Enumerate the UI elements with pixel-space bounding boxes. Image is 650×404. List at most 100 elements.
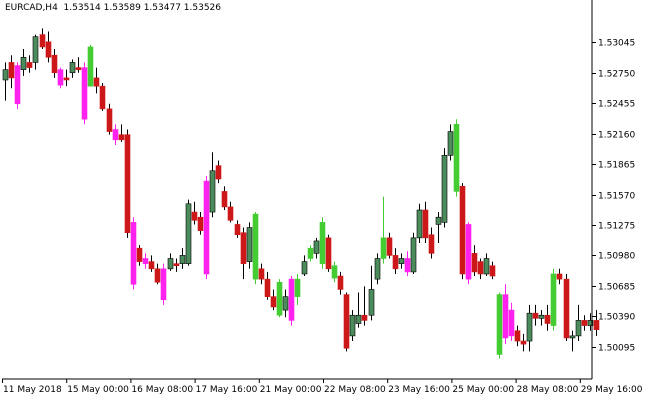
y-tick-label: 1.51570 <box>598 192 635 202</box>
candle-body <box>465 224 472 280</box>
candle-body <box>307 247 314 259</box>
candle <box>160 263 167 305</box>
candle-body <box>544 314 551 324</box>
candle-body <box>99 85 106 110</box>
candle-body <box>124 134 131 233</box>
candle <box>526 304 533 352</box>
candle <box>374 253 381 285</box>
candle <box>276 279 283 318</box>
candle <box>99 83 106 111</box>
candle-body <box>337 275 344 290</box>
y-tick-label: 1.50980 <box>598 252 635 262</box>
candle <box>234 220 241 238</box>
candle <box>398 253 405 269</box>
candle <box>81 62 88 125</box>
candle <box>221 186 228 210</box>
candle-body <box>136 247 143 262</box>
axes-layer: 1.53045 1.52750 1.52455 1.52160 1.51865 1.515… <box>2 0 643 395</box>
candle <box>14 62 21 109</box>
y-tick-label: 1.50390 <box>598 313 635 323</box>
candle-body <box>106 108 113 132</box>
candle <box>258 263 265 285</box>
candle-body <box>532 312 539 319</box>
candle <box>556 268 563 285</box>
candle-body <box>422 209 429 239</box>
candle <box>386 232 393 259</box>
candle-body <box>556 273 563 280</box>
candle <box>465 222 472 285</box>
candle <box>404 251 411 277</box>
x-tick-label: 16 May 08:00 <box>131 385 193 395</box>
candle-body <box>496 294 503 355</box>
candle-body <box>581 320 588 326</box>
candle-body <box>130 222 137 285</box>
candle <box>39 28 46 50</box>
candle-body <box>575 320 582 337</box>
candle <box>532 304 539 326</box>
candle-body <box>203 180 210 275</box>
candle <box>392 248 399 274</box>
candle-body <box>398 258 405 264</box>
candle-body <box>477 261 484 275</box>
candle-body <box>453 124 460 192</box>
candle-body <box>282 296 289 311</box>
candle <box>447 124 454 161</box>
candle-body <box>8 62 15 79</box>
candle-body <box>118 134 125 141</box>
candle-body <box>160 268 167 301</box>
candle-body <box>179 255 186 264</box>
candle <box>550 268 557 331</box>
candle-body <box>593 320 600 330</box>
candle-body <box>410 237 417 273</box>
candle-body <box>313 240 320 254</box>
candle <box>368 265 375 321</box>
candle <box>167 253 174 271</box>
candle <box>563 273 570 342</box>
candle-body <box>148 261 155 270</box>
candle-body <box>563 278 570 339</box>
candle <box>575 304 582 342</box>
y-tick-label: 1.52160 <box>598 131 635 141</box>
candle-body <box>14 65 21 105</box>
x-tick-label: 15 May 00:00 <box>67 385 129 395</box>
candle <box>69 59 76 78</box>
x-tick-label: 23 May 16:00 <box>388 385 450 395</box>
y-tick-label: 1.52750 <box>598 70 635 80</box>
candle-body <box>197 216 204 231</box>
candle <box>112 124 119 145</box>
x-tick-label: 22 May 08:00 <box>324 385 386 395</box>
candle-body <box>215 165 222 180</box>
candle-body <box>355 314 362 324</box>
candle-body <box>258 268 265 280</box>
candle-body <box>81 67 88 120</box>
candle-body <box>69 62 76 74</box>
x-tick-label: 17 May 16:00 <box>196 385 258 395</box>
ohlc-label: 1.53514 1.53589 1.53477 1.53526 <box>63 3 221 13</box>
candle <box>337 271 344 295</box>
candle-body <box>264 278 271 297</box>
candle <box>294 273 301 305</box>
candle <box>325 234 332 272</box>
x-tick-label: 28 May 08:00 <box>517 385 579 395</box>
candle <box>307 245 314 262</box>
symbol-label: EURCAD,H4 <box>5 3 58 13</box>
candle-body <box>386 237 393 256</box>
candle <box>154 263 161 285</box>
candle <box>179 248 186 269</box>
candle-body <box>374 258 381 280</box>
candle <box>246 222 253 269</box>
candle <box>87 44 94 87</box>
candle <box>32 34 39 70</box>
candle <box>227 201 234 223</box>
candle-body <box>240 232 247 264</box>
candle <box>57 67 64 89</box>
candle-body <box>538 314 545 319</box>
candle-body <box>508 309 515 337</box>
candle <box>215 160 222 184</box>
candle <box>441 148 448 228</box>
candle <box>416 203 423 244</box>
candle-body <box>331 265 338 279</box>
candle <box>93 67 100 94</box>
